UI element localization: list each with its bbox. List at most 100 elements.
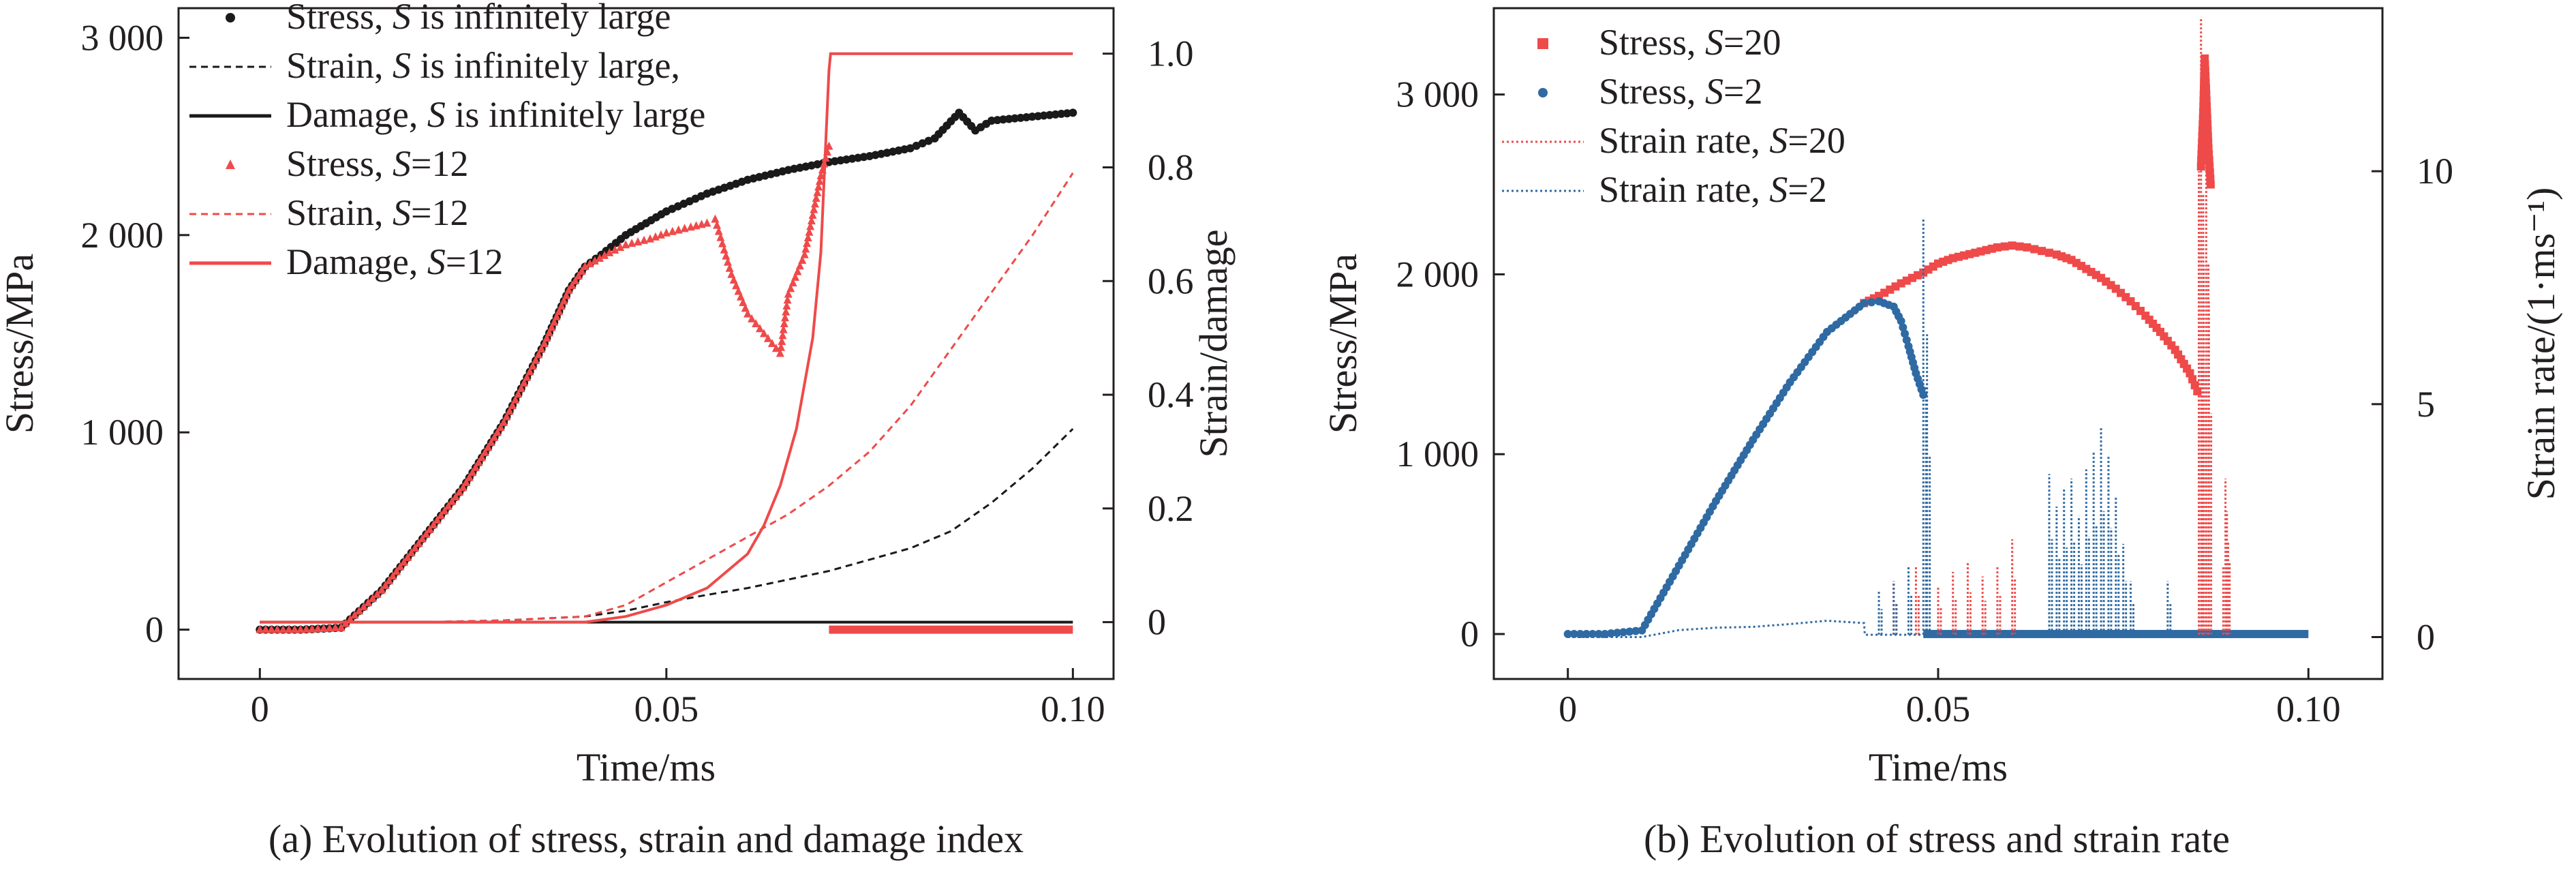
point-stress-s-12 (734, 286, 743, 295)
point-stress-s-12 (782, 307, 791, 316)
y2-tick-label: 1.0 (1148, 33, 1194, 74)
point-stress-s-12 (552, 312, 561, 320)
point-stress-s-12 (723, 257, 732, 266)
point-stress-s-12 (815, 177, 824, 185)
point-stress-s-12 (313, 624, 322, 633)
legend-label-part: Damage, (286, 94, 427, 135)
panel-caption: (b) Evolution of stress and strain rate (1644, 817, 2230, 861)
point-stress-s-12 (369, 593, 378, 602)
point-stress-s-12 (474, 457, 483, 466)
point-stress-s-12 (364, 598, 373, 607)
legend-label-part: Strain, (286, 192, 393, 233)
point-stress-s-12 (547, 322, 556, 331)
point-stress-s-12 (320, 623, 328, 632)
x-tick-label: 0 (1559, 689, 1577, 729)
point-stress-s-12 (532, 355, 540, 364)
plot-area (256, 52, 1077, 634)
point-stress-s-12 (756, 324, 765, 333)
legend-label: Strain, S is infinitely large, (286, 45, 680, 86)
point-stress-s-12 (331, 623, 340, 632)
point-stress-s-12 (422, 529, 431, 538)
point-stress-s-12 (805, 227, 814, 236)
point-stress-s-12 (346, 614, 354, 623)
point-stress-s-12 (600, 250, 609, 259)
point-stress-s-2 (1625, 627, 1634, 636)
panel-b: 0 0.05 0.10 0 1 000 2 000 3 000 0 5 10 Time/ms Stre… (1321, 7, 2563, 861)
legend-label: Damage, S=12 (286, 241, 503, 282)
y2-tick-label: 0.6 (1148, 260, 1194, 301)
point-stress-s-12 (487, 438, 495, 447)
point-stress-s-12 (725, 263, 734, 272)
point-stress-s-12 (392, 567, 401, 575)
point-stress-s-12 (616, 243, 625, 252)
point-stress-s-2 (1897, 317, 1905, 326)
point-stress-s-12 (711, 214, 720, 223)
panel-a: 0 0.05 0.10 0 1 000 2 000 3 000 0 0.2 0.4 0.6 0.8 1.… (0, 0, 1236, 861)
x-tick-label: 0.10 (2276, 689, 2341, 729)
series-band-stress-s-12-after-failure (829, 625, 1073, 634)
y2-tick-label: 0.8 (1148, 147, 1194, 187)
point-stress-s-12 (407, 548, 416, 557)
y-tick-label: 1 000 (81, 412, 164, 453)
point-stress-s-12 (555, 307, 564, 316)
point-stress-s-12 (493, 427, 502, 436)
point-stress-s-12 (779, 324, 788, 333)
legend-label-part: S (427, 241, 446, 282)
point-stress-s-12 (359, 602, 368, 611)
point-stress-s-12 (462, 477, 471, 486)
point-stress-s-12 (662, 228, 671, 237)
point-stress-s-12 (455, 487, 464, 496)
point-stress-s-2 (1588, 630, 1597, 639)
point-stress-s-12 (595, 253, 604, 262)
legend-label-part: S (393, 143, 411, 184)
point-stress-s-12 (718, 239, 727, 247)
y2-tick-label: 0 (1148, 602, 1166, 643)
point-stress-s-12 (739, 298, 748, 307)
panel-caption: (a) Evolution of stress, strain and dama… (269, 817, 1024, 861)
point-stress-s-20 (2023, 243, 2031, 252)
point-stress-s-12 (388, 571, 397, 580)
x-tick-label: 0.05 (634, 689, 699, 729)
point-stress-s-12 (793, 267, 802, 275)
point-stress-s-12 (451, 492, 460, 500)
point-stress-s-12 (814, 182, 823, 191)
y2-tick-label: 0.4 (1148, 374, 1194, 415)
point-stress-s-12 (813, 187, 822, 196)
point-stress-s-12 (810, 205, 818, 213)
legend-label-part: Strain, (286, 45, 393, 86)
series-line-strain-s-is-infinitely-large (260, 428, 1074, 624)
legend-label-part: Strain rate, (1599, 169, 1769, 210)
point-stress-s-12 (577, 267, 586, 275)
point-stress-s-20 (2030, 245, 2039, 254)
point-stress-s-2 (1631, 626, 1640, 635)
legend-label-part: =12 (411, 143, 468, 184)
point-stress-s-12 (562, 290, 571, 299)
y2-axis-title: Strain rate/(1·ms⁻¹) (2519, 187, 2563, 500)
point-stress-s-12 (703, 218, 711, 227)
legend-label-part: S (393, 192, 411, 233)
point-stress-s-20 (2000, 242, 2009, 251)
point-stress-s-12 (680, 224, 689, 232)
point-stress-s-12 (782, 301, 791, 310)
point-stress-s-12 (505, 406, 514, 415)
y2-tick-label: 0 (2417, 617, 2435, 658)
point-stress-s-12 (478, 453, 487, 462)
point-stress-s-12 (788, 278, 797, 287)
y2-tick-label: 0.2 (1148, 488, 1194, 529)
point-stress-s-12 (550, 317, 559, 326)
point-stress-s-12 (559, 296, 568, 305)
point-stress-s-12 (803, 239, 812, 247)
point-stress-s-is-infinitely-large (1069, 108, 1077, 117)
series-points-stress-s-2 (1563, 297, 1928, 639)
point-stress-s-20 (2045, 248, 2053, 257)
point-stress-s-20 (1993, 243, 2002, 252)
point-stress-s-12 (780, 319, 788, 328)
point-stress-s-12 (545, 328, 554, 337)
point-stress-s-12 (803, 232, 812, 241)
point-stress-s-12 (812, 194, 821, 202)
point-stress-s-2 (1613, 629, 1622, 637)
plot-frame (177, 7, 1115, 680)
point-stress-s-12 (448, 496, 457, 505)
